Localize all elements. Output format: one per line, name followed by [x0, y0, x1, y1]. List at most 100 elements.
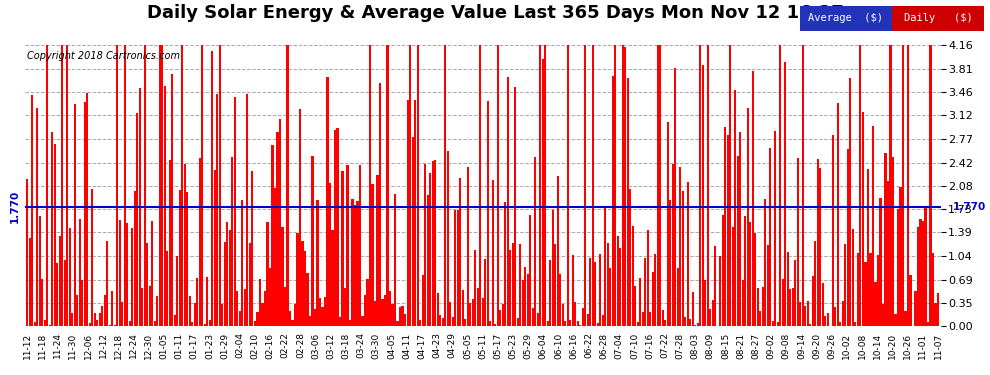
Bar [892, 157, 894, 326]
Text: 1.770: 1.770 [953, 202, 986, 211]
Bar [712, 300, 714, 326]
Bar [867, 169, 869, 326]
Bar [132, 228, 134, 326]
Bar [517, 318, 519, 326]
Bar [227, 222, 229, 326]
Bar [437, 293, 439, 326]
Bar [551, 210, 553, 326]
Bar [835, 307, 837, 326]
Bar [248, 243, 251, 326]
Bar [887, 181, 889, 326]
Bar [104, 295, 106, 326]
Bar [764, 199, 766, 326]
Bar [222, 304, 224, 326]
Bar [89, 323, 91, 326]
Bar [837, 103, 839, 326]
Bar [827, 313, 829, 326]
Bar [632, 226, 634, 326]
Bar [714, 246, 717, 326]
Bar [789, 289, 791, 326]
Bar [106, 240, 108, 326]
Bar [127, 223, 129, 326]
Bar [651, 272, 653, 326]
Bar [879, 198, 881, 326]
Bar [337, 128, 339, 326]
Bar [244, 289, 246, 326]
Bar [296, 232, 299, 326]
Bar [96, 320, 98, 326]
Bar [489, 321, 491, 326]
Bar [71, 313, 73, 326]
Bar [787, 252, 789, 326]
Bar [327, 76, 329, 326]
Bar [630, 189, 632, 326]
Bar [286, 45, 288, 326]
Bar [704, 280, 707, 326]
Bar [94, 313, 96, 326]
Bar [184, 165, 186, 326]
Bar [51, 132, 53, 326]
Bar [761, 287, 764, 326]
Bar [414, 100, 416, 326]
Bar [635, 286, 637, 326]
Bar [73, 104, 76, 326]
Bar [237, 291, 239, 326]
Bar [79, 219, 81, 326]
Bar [574, 302, 576, 326]
Bar [346, 165, 348, 326]
Text: 1.770: 1.770 [10, 190, 20, 223]
Bar [42, 279, 44, 326]
Bar [589, 258, 591, 326]
Bar [935, 303, 937, 326]
Bar [597, 323, 599, 326]
Bar [169, 159, 171, 326]
Bar [699, 45, 701, 326]
Bar [612, 76, 614, 326]
Bar [561, 304, 563, 326]
Bar [576, 321, 579, 326]
Bar [607, 243, 609, 326]
Bar [199, 158, 201, 326]
Bar [476, 288, 479, 326]
Bar [342, 171, 344, 326]
Bar [314, 309, 316, 326]
Bar [854, 322, 856, 326]
Bar [219, 45, 221, 326]
Bar [927, 322, 929, 326]
Bar [56, 264, 58, 326]
Bar [804, 306, 807, 326]
Bar [832, 135, 834, 326]
Bar [915, 291, 917, 326]
Bar [166, 251, 168, 326]
Bar [432, 161, 434, 326]
Bar [697, 323, 699, 326]
Bar [566, 45, 569, 326]
Bar [134, 191, 136, 326]
Bar [754, 233, 756, 326]
Bar [445, 45, 446, 326]
Bar [366, 279, 368, 326]
Bar [409, 45, 411, 326]
Bar [522, 280, 524, 326]
Bar [742, 280, 743, 326]
Bar [646, 230, 648, 326]
Bar [932, 253, 934, 326]
Bar [851, 229, 854, 326]
Bar [424, 164, 426, 326]
Bar [461, 290, 463, 326]
Bar [44, 320, 46, 326]
Bar [271, 146, 273, 326]
Bar [459, 178, 461, 326]
Bar [725, 126, 727, 326]
Bar [317, 200, 319, 326]
Bar [204, 324, 206, 326]
Bar [484, 259, 486, 326]
Bar [191, 322, 193, 326]
Bar [399, 307, 401, 326]
Bar [579, 325, 581, 326]
Bar [386, 45, 389, 326]
Bar [449, 303, 451, 326]
Bar [884, 153, 886, 326]
Bar [772, 321, 774, 326]
Bar [142, 288, 144, 326]
